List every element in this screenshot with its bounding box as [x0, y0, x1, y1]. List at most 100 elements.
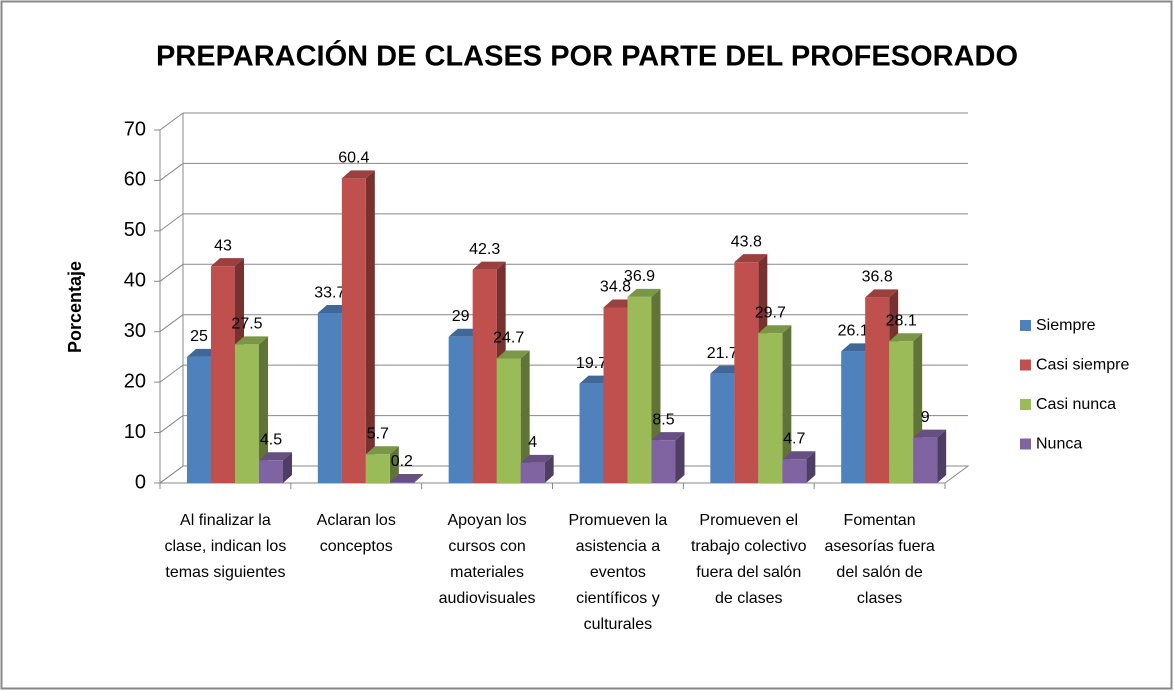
legend-swatch — [1020, 359, 1031, 371]
grid-line — [159, 465, 184, 484]
grid-line — [159, 112, 184, 131]
bar-face — [782, 451, 816, 460]
x-tick-label: Al finalizar la clase, indican los temas… — [164, 512, 287, 581]
bar-face — [579, 383, 604, 483]
bar-face — [841, 351, 866, 483]
data-label: 9 — [921, 409, 930, 426]
bar-face — [341, 178, 366, 483]
data-label: 26.1 — [838, 323, 869, 340]
bar-face — [389, 446, 399, 483]
grid-line — [159, 314, 184, 333]
data-label: 8.5 — [652, 411, 674, 428]
bar — [913, 429, 947, 483]
y-axis-label: Porcentaje — [65, 261, 85, 353]
y-tick-label: 30 — [124, 320, 146, 342]
bar-face — [913, 429, 947, 438]
bar-face — [187, 356, 211, 483]
grid-line — [159, 364, 184, 383]
y-tick-label: 70 — [124, 118, 146, 140]
data-label: 21.7 — [707, 345, 738, 362]
bar-face — [675, 432, 685, 483]
bar-face — [627, 288, 661, 297]
data-label: 27.5 — [231, 316, 262, 333]
bar-face — [520, 462, 545, 483]
bar-face — [235, 336, 268, 345]
chart-title: PREPARACIÓN DE CLASES POR PARTE DEL PROF… — [156, 39, 1018, 73]
bar-face — [341, 170, 375, 179]
bar-face — [889, 333, 923, 342]
bar-face — [734, 254, 768, 263]
bar — [496, 350, 530, 483]
data-label: 29 — [452, 308, 470, 325]
legend-label: Casi nunca — [1036, 396, 1116, 413]
bar-face — [734, 262, 759, 483]
grid-line — [159, 263, 184, 282]
bar-face — [651, 440, 676, 483]
bar — [520, 454, 554, 483]
grid-line — [159, 213, 184, 232]
bar — [259, 452, 292, 483]
legend-swatch — [1020, 438, 1031, 450]
data-label: 34.8 — [600, 279, 631, 296]
y-tick-label: 0 — [135, 471, 146, 493]
bar-face — [496, 350, 530, 359]
y-tick-label: 10 — [124, 421, 146, 443]
data-label: 24.7 — [493, 330, 524, 347]
bar-face — [520, 350, 530, 483]
data-label: 43.8 — [731, 233, 762, 250]
bar-face — [544, 454, 554, 483]
x-tick-label: Apoyan los cursos con materiales audiovi… — [438, 512, 536, 607]
data-label: 0.2 — [391, 453, 413, 470]
data-label: 4 — [528, 434, 537, 451]
data-label: 5.7 — [367, 425, 389, 442]
bar — [365, 446, 399, 483]
y-tick-label: 50 — [124, 219, 146, 241]
data-label: 4.5 — [260, 432, 282, 449]
bar-face — [472, 261, 506, 270]
legend-label: Nunca — [1036, 436, 1082, 453]
bar — [651, 432, 685, 483]
bar-face — [211, 266, 235, 483]
x-tick-label: Promueven la asistencia a eventos cientí… — [568, 512, 668, 633]
bar-face — [472, 269, 497, 483]
bar-face — [389, 481, 414, 483]
bar-face — [913, 437, 938, 483]
data-label: 33.7 — [314, 284, 345, 301]
bar-face — [758, 325, 792, 334]
bar-face — [603, 307, 628, 483]
bar-face — [389, 473, 423, 482]
legend-label: Siempre — [1036, 317, 1096, 334]
legend-label: Casi siempre — [1036, 357, 1129, 374]
data-label: 36.9 — [624, 268, 655, 285]
bar-face — [865, 289, 899, 298]
data-label: 19.7 — [576, 355, 607, 372]
x-tick-label: Promueven el trabajo colectivo fuera del… — [690, 512, 807, 607]
bar-face — [259, 452, 292, 461]
bar-face — [235, 344, 259, 483]
bar-face — [413, 473, 423, 483]
bar — [782, 451, 816, 483]
bar-face — [317, 313, 342, 483]
data-label: 43 — [214, 237, 232, 254]
legend-swatch — [1020, 320, 1031, 331]
bar-face — [520, 454, 554, 463]
bar-face — [283, 452, 292, 483]
y-tick-label: 60 — [124, 169, 146, 191]
grid-line — [159, 163, 184, 181]
bar-face — [211, 258, 244, 267]
bar-face — [259, 460, 283, 483]
data-label: 60.4 — [338, 150, 369, 167]
x-tick-label: Aclaran los conceptos — [316, 512, 396, 555]
bar — [341, 170, 375, 483]
bar-face — [710, 373, 735, 483]
data-label: 36.8 — [862, 269, 893, 286]
bar-face — [865, 297, 890, 483]
bar-face — [782, 459, 807, 483]
bar-face — [937, 429, 947, 483]
bar-face — [627, 296, 652, 483]
data-label: 42.3 — [469, 241, 500, 258]
bar-face — [496, 358, 521, 483]
legend-swatch — [1020, 399, 1031, 410]
